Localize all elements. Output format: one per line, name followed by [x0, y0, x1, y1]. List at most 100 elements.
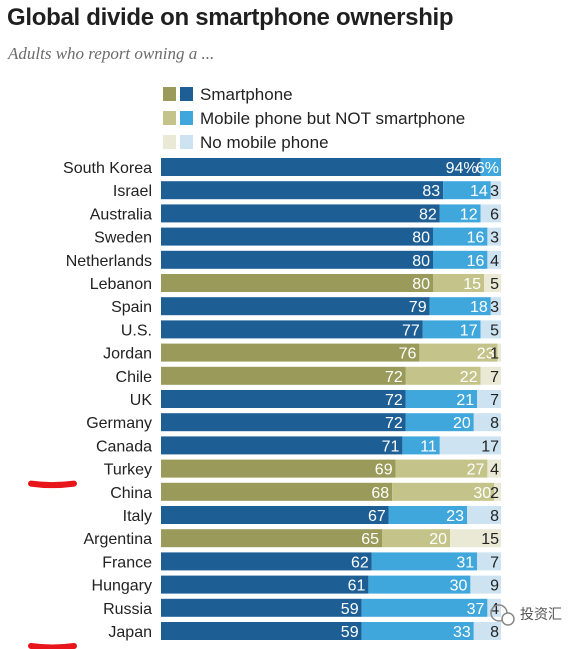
category-label-sweden: Sweden [94, 230, 152, 247]
bar-mobile-only-netherlands [433, 250, 488, 269]
value-label-smartphone-hungary: 61 [348, 578, 366, 595]
legend-label-smartphone: Smartphone [200, 85, 293, 104]
category-label-italy: Italy [123, 508, 152, 525]
category-label-u-s: U.S. [121, 322, 152, 339]
bar-mobile-only-italy [388, 506, 467, 524]
category-label-argentina: Argentina [84, 531, 153, 548]
value-label-mobile-only-lebanon: 15 [463, 276, 481, 293]
chart-subtitle: Adults who report owning a ... [8, 44, 215, 63]
chart-title: Global divide on smartphone ownership [7, 4, 454, 31]
value-label-mobile-only-turkey: 27 [467, 462, 485, 479]
red-highlight-mark-japan [28, 643, 77, 649]
category-label-south-korea: South Korea [63, 160, 152, 177]
legend-swatch-mobile-blue [180, 111, 193, 125]
value-label-smartphone-argentina: 65 [361, 531, 379, 548]
value-label-mobile-only-germany: 20 [453, 415, 471, 432]
value-label-smartphone-japan: 59 [341, 624, 359, 641]
value-label-smartphone-israel: 83 [422, 183, 440, 200]
bar-no-mobile-netherlands [487, 250, 501, 269]
bar-mobile-only-spain [429, 297, 491, 316]
value-label-mobile-only-uk: 21 [456, 392, 474, 409]
value-label-mobile-only-israel: 14 [470, 183, 488, 200]
bar-no-mobile-turkey [487, 459, 501, 478]
value-label-mobile-only-canada: 11 [420, 438, 437, 455]
value-label-smartphone-uk: 72 [385, 392, 403, 409]
value-label-mobile-only-hungary: 30 [450, 578, 468, 595]
value-label-smartphone-lebanon: 80 [412, 276, 430, 293]
value-label-no-mobile-chile: 7 [490, 369, 499, 386]
bar-smartphone-germany [161, 413, 406, 432]
legend-swatch-smartphone-olive [163, 87, 176, 101]
bar-smartphone-south-korea [161, 158, 481, 176]
category-label-hungary: Hungary [92, 578, 152, 595]
value-label-smartphone-china: 68 [371, 485, 389, 502]
value-label-mobile-only-south-korea: 6% [476, 160, 499, 177]
category-label-israel: Israel [113, 183, 152, 200]
bar-mobile-only-china [392, 482, 495, 501]
value-label-mobile-only-netherlands: 16 [467, 253, 485, 270]
bar-mobile-only-chile [405, 366, 481, 385]
bar-mobile-only-germany [405, 413, 474, 432]
value-label-mobile-only-chile: 22 [460, 369, 478, 386]
value-label-smartphone-u-s: 77 [402, 322, 420, 339]
value-label-no-mobile-turkey: 4 [490, 462, 499, 479]
bar-mobile-only-australia [439, 204, 481, 223]
value-label-mobile-only-argentina: 20 [429, 531, 447, 548]
value-label-smartphone-germany: 72 [385, 415, 403, 432]
value-label-mobile-only-u-s: 17 [460, 322, 478, 339]
bar-no-mobile-israel [490, 181, 501, 200]
category-label-china: China [110, 485, 152, 502]
value-label-no-mobile-lebanon: 5 [490, 276, 499, 293]
value-label-no-mobile-italy: 8 [490, 508, 499, 525]
bar-no-mobile-u-s [480, 320, 501, 339]
value-label-no-mobile-australia: 6 [490, 206, 499, 223]
bar-no-mobile-germany [473, 413, 501, 432]
bar-mobile-only-russia [361, 598, 488, 617]
bar-smartphone-u-s [161, 320, 423, 339]
bar-smartphone-russia [161, 598, 362, 617]
category-label-australia: Australia [90, 206, 152, 223]
bar-smartphone-jordan [161, 343, 420, 362]
bar-smartphone-uk [161, 390, 406, 408]
bar-no-mobile-lebanon [484, 274, 501, 292]
bar-mobile-only-france [371, 552, 478, 571]
category-label-jordan: Jordan [103, 346, 152, 363]
bar-smartphone-hungary [161, 575, 369, 594]
value-label-smartphone-canada: 71 [382, 438, 400, 455]
bar-smartphone-spain [161, 297, 430, 316]
legend-swatch-mobile-olive [163, 111, 176, 125]
category-label-germany: Germany [86, 415, 152, 432]
value-label-smartphone-sweden: 80 [412, 230, 430, 247]
bar-mobile-only-sweden [433, 227, 488, 246]
bar-no-mobile-argentina [450, 529, 501, 548]
bar-smartphone-chile [161, 366, 406, 385]
bar-mobile-only-lebanon [433, 274, 484, 292]
bar-mobile-only-japan [361, 622, 474, 640]
value-label-no-mobile-jordan: 1 [490, 346, 499, 363]
bar-no-mobile-italy [467, 506, 501, 524]
value-label-mobile-only-russia: 37 [467, 601, 485, 618]
category-label-turkey: Turkey [104, 462, 152, 479]
bar-mobile-only-u-s [422, 320, 481, 339]
bar-mobile-only-turkey [395, 459, 488, 478]
wechat-icon-small-bubble [501, 612, 515, 626]
category-label-chile: Chile [116, 369, 153, 386]
bar-smartphone-turkey [161, 459, 396, 478]
bar-no-mobile-spain [490, 297, 501, 316]
bar-smartphone-lebanon [161, 274, 433, 292]
bar-no-mobile-australia [480, 204, 501, 223]
bar-no-mobile-jordan [497, 343, 501, 362]
category-label-france: France [102, 554, 152, 571]
category-label-japan: Japan [108, 624, 152, 641]
value-label-smartphone-italy: 67 [368, 508, 386, 525]
bar-smartphone-china [161, 482, 393, 501]
category-label-lebanon: Lebanon [90, 276, 152, 293]
bar-mobile-only-south-korea [480, 158, 501, 176]
category-label-russia: Russia [103, 601, 152, 618]
value-label-no-mobile-russia: 4 [490, 601, 499, 618]
bar-no-mobile-japan [473, 622, 501, 640]
value-label-mobile-only-japan: 33 [453, 624, 471, 641]
value-label-no-mobile-argentina: 15 [481, 531, 499, 548]
legend-swatch-smartphone-blue [180, 87, 193, 101]
value-label-mobile-only-spain: 18 [470, 299, 488, 316]
